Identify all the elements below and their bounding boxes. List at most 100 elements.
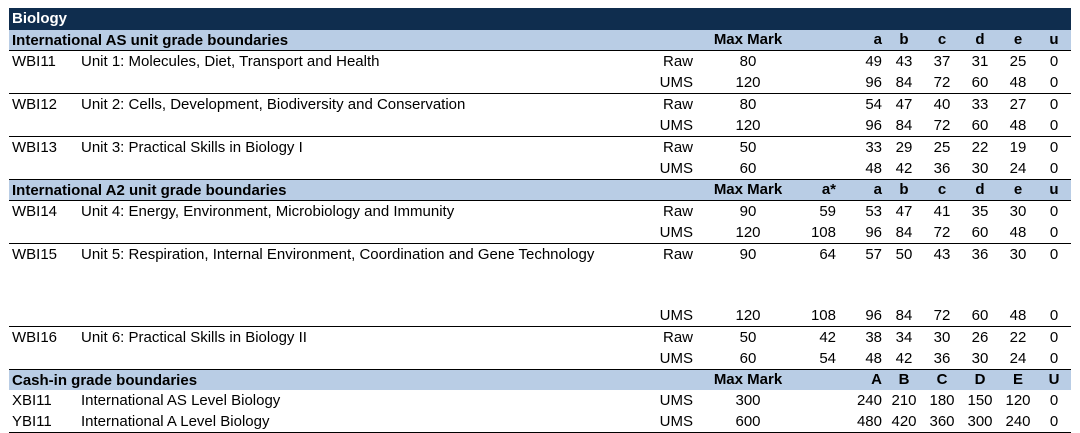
unit-title: Unit 6: Practical Skills in Biology II — [81, 329, 307, 346]
grade-header: A — [871, 371, 882, 388]
grade-value: 240 — [856, 392, 882, 409]
unit-block: WBI14 Unit 4: Energy, Environment, Microb… — [9, 200, 1071, 243]
mark-type: UMS — [659, 74, 693, 91]
mark-type: Raw — [662, 139, 693, 156]
table-row: WBI13 Unit 3: Practical Skills in Biology… — [9, 137, 1071, 158]
max-mark-value: 90 — [739, 246, 757, 263]
grade-value: 72 — [933, 224, 951, 241]
unit-block: WBI16 Unit 6: Practical Skills in Biology… — [9, 326, 1071, 369]
unit-block: YBI11 International A Level Biology UMS 600… — [9, 411, 1071, 432]
grade-boundary-table: Biology International AS unit grade boun… — [9, 8, 1071, 433]
grade-header: e — [1013, 31, 1023, 48]
grade-value: 0 — [1049, 350, 1059, 367]
grade-value: 49 — [865, 53, 882, 70]
table-row: WBI15 Unit 5: Respiration, Internal Envir… — [9, 244, 1071, 305]
grade-value: 0 — [1049, 53, 1059, 70]
grade-value: 96 — [865, 117, 882, 134]
grade-value: 84 — [895, 74, 913, 91]
grade-value: 24 — [1009, 160, 1027, 177]
table-row: UMS 60 48 42 36 30 24 0 — [9, 158, 1071, 179]
section-title: International A2 unit grade boundaries — [12, 182, 287, 199]
grade-value: 25 — [933, 139, 951, 156]
grade-value: 48 — [1009, 307, 1027, 324]
unit-block: XBI11 International AS Level Biology UMS 30… — [9, 390, 1071, 411]
unit-code: WBI12 — [12, 96, 58, 113]
max-mark-value: 50 — [739, 139, 757, 156]
grade-value: 72 — [933, 307, 951, 324]
mark-type: Raw — [662, 329, 693, 346]
mark-type: Raw — [662, 203, 693, 220]
grade-header: c — [937, 181, 947, 198]
mark-type: Raw — [662, 96, 693, 113]
grade-header: b — [899, 31, 909, 48]
grade-value: 30 — [971, 350, 989, 367]
grade-value: 0 — [1049, 329, 1059, 346]
max-mark-value: 60 — [739, 350, 757, 367]
max-mark-value: 90 — [739, 203, 757, 220]
grade-header: e — [1013, 181, 1023, 198]
max-mark-value: 80 — [739, 53, 757, 70]
grade-header: a — [873, 31, 882, 48]
max-mark-value: 60 — [739, 160, 757, 177]
unit-code: WBI11 — [12, 53, 56, 70]
grade-value: 0 — [1049, 160, 1059, 177]
grade-value: 0 — [1049, 246, 1059, 263]
grade-value: 41 — [933, 203, 951, 220]
grade-value: 84 — [895, 224, 913, 241]
grade-value: 37 — [933, 53, 951, 70]
grade-value: 0 — [1049, 413, 1059, 430]
section-title: Cash-in grade boundaries — [12, 372, 198, 389]
grade-value: 72 — [933, 117, 951, 134]
grade-value: 0 — [1049, 203, 1059, 220]
grade-value: 96 — [865, 74, 882, 91]
grade-value: 72 — [933, 74, 951, 91]
grade-value: 60 — [971, 74, 989, 91]
grade-header: d — [975, 31, 985, 48]
unit-block: WBI13 Unit 3: Practical Skills in Biology… — [9, 136, 1071, 179]
table-row: UMS 120 108 96 84 72 60 48 0 — [9, 305, 1071, 326]
grade-section: Cash-in grade boundaries Max Mark A B C D E U XB… — [9, 370, 1071, 433]
unit-code: WBI14 — [12, 203, 58, 220]
grade-value: 33 — [865, 139, 882, 156]
max-mark-header: Max Mark — [713, 181, 783, 198]
grade-value: 38 — [865, 329, 882, 346]
a-star-header: a* — [821, 181, 836, 198]
mark-type: Raw — [662, 53, 693, 70]
table-row: WBI14 Unit 4: Energy, Environment, Microb… — [9, 201, 1071, 222]
table-row: WBI12 Unit 2: Cells, Development, Biodive… — [9, 94, 1071, 115]
grade-value: 33 — [971, 96, 989, 113]
max-mark-value: 120 — [735, 117, 761, 134]
grade-value: 24 — [1009, 350, 1027, 367]
grade-value: 36 — [933, 350, 951, 367]
grade-value: 84 — [895, 117, 913, 134]
grade-value: 30 — [1009, 246, 1027, 263]
table-row: YBI11 International A Level Biology UMS 600… — [9, 411, 1071, 432]
mark-type: UMS — [659, 350, 693, 367]
grade-value: 57 — [865, 246, 882, 263]
mark-type: UMS — [659, 392, 693, 409]
max-mark-header: Max Mark — [713, 31, 783, 48]
grade-value: 0 — [1049, 96, 1059, 113]
section-header: International A2 unit grade boundaries Ma… — [9, 180, 1071, 200]
grade-value: 40 — [933, 96, 951, 113]
grade-header: c — [937, 31, 947, 48]
grade-value: 36 — [933, 160, 951, 177]
unit-block: WBI11 Unit 1: Molecules, Diet, Transport … — [9, 50, 1071, 93]
table-row: UMS 120 96 84 72 60 48 0 — [9, 115, 1071, 136]
unit-title: International A Level Biology — [81, 413, 270, 430]
max-mark-header: Max Mark — [713, 371, 783, 388]
unit-title: Unit 1: Molecules, Diet, Transport and H… — [81, 53, 380, 70]
a-star-value: 64 — [819, 246, 836, 263]
grade-value: 30 — [1009, 203, 1027, 220]
grade-value: 22 — [1009, 329, 1027, 346]
grade-value: 240 — [1005, 413, 1031, 430]
unit-title: Unit 2: Cells, Development, Biodiversity… — [81, 96, 466, 113]
grade-value: 150 — [967, 392, 993, 409]
grade-value: 22 — [971, 139, 989, 156]
grade-value: 120 — [1005, 392, 1031, 409]
max-mark-value: 120 — [735, 74, 761, 91]
mark-type: UMS — [659, 413, 693, 430]
unit-title: Unit 5: Respiration, Internal Environmen… — [81, 246, 595, 263]
grade-value: 0 — [1049, 392, 1059, 409]
grade-value: 300 — [967, 413, 993, 430]
